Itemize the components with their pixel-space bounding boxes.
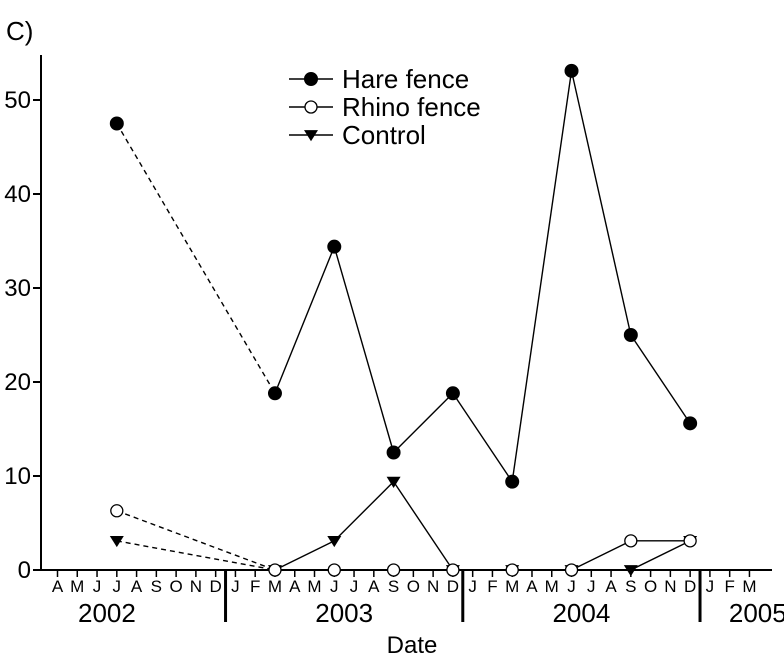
year-label: 2005 <box>729 598 784 628</box>
control-point <box>386 476 401 488</box>
rhino-fence-point <box>386 563 401 577</box>
month-tick-label: M <box>742 577 756 596</box>
month-tick-label: O <box>644 577 657 596</box>
year-label: 2004 <box>552 598 610 628</box>
control-segment <box>393 481 454 571</box>
hare-fence-point <box>386 445 401 460</box>
month-tick-label: D <box>684 577 696 596</box>
hare-fence-segment <box>333 246 395 453</box>
y-tick-label: 0 <box>18 557 31 584</box>
hare-fence-point <box>683 416 698 431</box>
hare-fence-segment <box>630 334 691 424</box>
rhino-fence-point <box>304 100 318 114</box>
month-tick-label: A <box>52 577 64 596</box>
month-tick-label: A <box>526 577 538 596</box>
rhino-fence-point <box>268 563 282 577</box>
rhino-fence-point <box>446 563 460 577</box>
month-tick-label: S <box>388 577 399 596</box>
month-tick-label: M <box>70 577 84 596</box>
month-tick-label: A <box>131 577 143 596</box>
rhino-fence-point <box>683 534 697 548</box>
hare-fence-point <box>304 72 318 86</box>
month-tick-label: O <box>407 577 420 596</box>
month-tick-label: J <box>350 577 359 596</box>
hare-fence-point <box>623 328 638 342</box>
rhino-fence-point <box>505 563 519 577</box>
rhino-fence-segment <box>116 510 276 571</box>
month-tick-label: D <box>210 577 222 596</box>
y-tick-label: 40 <box>4 181 31 208</box>
month-tick-label: N <box>427 577 439 596</box>
hare-fence-segment <box>511 70 573 482</box>
month-tick-label: N <box>190 577 202 596</box>
y-tick-label: 30 <box>4 275 31 302</box>
y-tick-labels: 0 10 20 30 40 50 <box>4 87 31 584</box>
month-tick-label: O <box>170 577 183 596</box>
month-tick-label: A <box>605 577 617 596</box>
hare-fence-segment <box>570 70 632 336</box>
rhino-fence-segment <box>571 540 632 571</box>
rhino-fence-point <box>564 563 579 577</box>
year-label: 2003 <box>315 598 373 628</box>
hare-fence-segment <box>116 123 276 394</box>
month-tick-label: F <box>250 577 260 596</box>
month-tick-label: J <box>567 577 576 596</box>
hare-fence-point <box>564 63 579 78</box>
legend-label-rhino-fence: Rhino fence <box>342 92 481 122</box>
hare-fence-segment <box>452 392 513 483</box>
hare-fence-segment <box>274 246 335 394</box>
control-segment <box>274 540 335 571</box>
rhino-fence-point <box>110 504 124 518</box>
control-point <box>327 535 342 548</box>
panel-label: C) <box>6 16 33 46</box>
month-tick-label: A <box>289 577 301 596</box>
series-points <box>109 63 698 577</box>
y-tick-label: 50 <box>4 87 31 114</box>
month-tick-label: J <box>93 577 102 596</box>
month-tick-label: F <box>487 577 497 596</box>
legend-label-control: Control <box>342 120 426 150</box>
legend-label-hare-fence: Hare fence <box>342 64 469 94</box>
hare-fence-point <box>267 386 282 401</box>
month-tick-label: S <box>151 577 162 596</box>
month-tick-label: J <box>468 577 477 596</box>
control-segment <box>630 540 691 571</box>
month-tick-label: D <box>447 577 459 596</box>
month-tick-label: M <box>307 577 321 596</box>
control-point <box>623 565 638 577</box>
hare-fence-segment <box>393 392 454 453</box>
month-tick-label: A <box>368 577 380 596</box>
month-tick-label: M <box>268 577 282 596</box>
control-point <box>304 130 318 142</box>
month-tick-label: J <box>231 577 240 596</box>
month-tick-label: S <box>625 577 636 596</box>
control-point <box>109 535 124 548</box>
month-tick-label: M <box>505 577 519 596</box>
hare-fence-point <box>505 474 520 489</box>
hare-fence-point <box>109 116 124 131</box>
month-tick-label: N <box>664 577 676 596</box>
y-tick-label: 10 <box>4 463 31 490</box>
control-segment <box>333 481 395 542</box>
month-tick-label: M <box>545 577 559 596</box>
month-tick-label: J <box>587 577 596 596</box>
x-axis-title: Date <box>387 632 438 657</box>
hare-fence-point <box>445 386 460 401</box>
series-lines <box>116 70 691 571</box>
year-label: 2002 <box>78 598 136 628</box>
x-tick-labels: A M J J A S O N D J F M A M J J A S O N D J F M A M J J A S O N D J F M2002… <box>52 577 784 628</box>
month-tick-label: J <box>113 577 122 596</box>
rhino-fence-point <box>624 534 638 548</box>
month-tick-label: J <box>706 577 715 596</box>
y-tick-label: 20 <box>4 369 31 396</box>
rhino-fence-point <box>327 563 341 577</box>
hare-fence-point <box>327 239 342 254</box>
control-segment <box>116 540 276 571</box>
month-tick-label: J <box>330 577 339 596</box>
month-tick-label: F <box>724 577 734 596</box>
